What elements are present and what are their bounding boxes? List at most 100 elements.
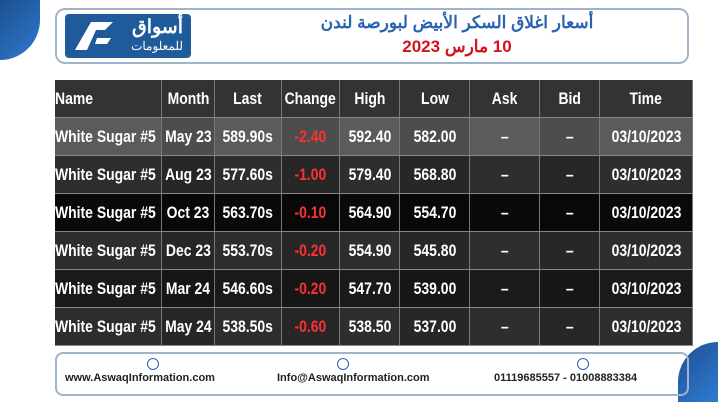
cell: 546.60s — [215, 270, 282, 307]
cell: 553.70s — [215, 232, 282, 269]
cell: -0.60 — [281, 308, 340, 345]
cell-text: 538.50s — [222, 316, 273, 336]
cell: – — [470, 270, 541, 307]
cell: 03/10/2023 — [600, 270, 694, 307]
cell-text: White Sugar #5 — [55, 316, 156, 336]
cell: 03/10/2023 — [600, 308, 694, 345]
cell: Last — [215, 80, 282, 117]
cell-text: May 23 — [164, 126, 212, 146]
web-icon — [147, 358, 159, 370]
logo-bottom: للمعلومات — [131, 39, 183, 53]
cell: -0.20 — [281, 232, 340, 269]
cell: 03/10/2023 — [600, 118, 694, 155]
cell-text: 538.50 — [348, 316, 391, 336]
cell: Ask — [470, 80, 541, 117]
cell: White Sugar #5 — [55, 194, 163, 231]
cell-text: 579.40 — [348, 164, 391, 184]
decor — [0, 0, 40, 60]
cell: – — [470, 308, 541, 345]
cell: – — [540, 308, 601, 345]
phone-icon — [577, 358, 589, 370]
cell-text: – — [500, 202, 509, 222]
table-row: White Sugar #5 Aug 23 577.60s -1.00 579.40 56… — [55, 156, 694, 194]
cell-text: 03/10/2023 — [611, 240, 682, 260]
mail-icon — [337, 358, 349, 370]
cell: -0.10 — [281, 194, 340, 231]
cell-text: 554.70 — [413, 202, 456, 222]
cell-text: Bid — [558, 88, 581, 108]
cell-text: – — [565, 126, 574, 146]
email: Info@AswaqInformation.com — [277, 372, 430, 384]
logo-top: أسواق — [131, 17, 183, 38]
phone: 01119685557 - 01008883384 — [494, 372, 638, 384]
cell-text: Low — [420, 88, 449, 108]
cell-text: 546.60s — [222, 278, 273, 298]
cell-text: May 24 — [164, 316, 212, 336]
cell-text: – — [565, 316, 574, 336]
cell: White Sugar #5 — [55, 308, 163, 345]
table-row: White Sugar #5 Mar 24 546.60s -0.20 547.70 53… — [55, 270, 694, 308]
date: 10 مارس 2023 — [402, 37, 512, 56]
cell: White Sugar #5 — [55, 232, 163, 269]
cell-text: 539.00 — [413, 278, 456, 298]
cell-text: 582.00 — [413, 126, 456, 146]
cell: – — [470, 194, 541, 231]
cell: Low — [400, 80, 471, 117]
cell: 03/10/2023 — [600, 194, 694, 231]
cell: 568.80 — [400, 156, 471, 193]
cell-text: Oct 23 — [166, 202, 210, 222]
cell: 545.80 — [400, 232, 471, 269]
cell: 537.00 — [400, 308, 471, 345]
footer: www.AswaqInformation.com Info@AswaqInfor… — [55, 352, 689, 396]
cell-text: Month — [167, 88, 210, 108]
cell-text: 577.60s — [222, 164, 273, 184]
cell-text: -0.20 — [294, 240, 327, 260]
cell-text: 03/10/2023 — [611, 126, 682, 146]
table-row: White Sugar #5 Oct 23 563.70s -0.10 564.90 55… — [55, 194, 694, 232]
cell-text: White Sugar #5 — [55, 202, 156, 222]
cell-text: – — [500, 316, 509, 336]
cell: Month — [162, 80, 215, 117]
cell-text: 547.70 — [348, 278, 391, 298]
cell-text: White Sugar #5 — [55, 164, 156, 184]
cell: Dec 23 — [162, 232, 215, 269]
cell-text: -0.10 — [294, 202, 327, 222]
cell-text: 589.90s — [222, 126, 273, 146]
cell: 547.70 — [340, 270, 401, 307]
cell: -2.40 — [281, 118, 340, 155]
cell: White Sugar #5 — [55, 156, 163, 193]
cell-text: White Sugar #5 — [55, 240, 156, 260]
cell-text: 03/10/2023 — [611, 316, 682, 336]
cell: – — [470, 232, 541, 269]
cell-text: -0.20 — [294, 278, 327, 298]
cell-text: – — [500, 164, 509, 184]
cell: White Sugar #5 — [55, 118, 163, 155]
cell: 592.40 — [340, 118, 401, 155]
cell-text: Change — [284, 88, 336, 108]
cell-text: – — [500, 278, 509, 298]
cell: 538.50s — [215, 308, 282, 345]
cell: 03/10/2023 — [600, 232, 694, 269]
cell-text: Aug 23 — [164, 164, 212, 184]
cell: – — [470, 118, 541, 155]
cell: May 24 — [162, 308, 215, 345]
cell: 579.40 — [340, 156, 401, 193]
cell-text: -2.40 — [294, 126, 327, 146]
cell: High — [340, 80, 401, 117]
website: www.AswaqInformation.com — [65, 372, 215, 384]
cell: 539.00 — [400, 270, 471, 307]
cell-text: – — [500, 126, 509, 146]
cell-text: -0.60 — [294, 316, 327, 336]
table-row: White Sugar #5 May 23 589.90s -2.40 592.40 58… — [55, 118, 694, 156]
cell: White Sugar #5 — [55, 270, 163, 307]
cell: 589.90s — [215, 118, 282, 155]
cell-text: Ask — [491, 88, 518, 108]
cell: 582.00 — [400, 118, 471, 155]
cell-text: 03/10/2023 — [611, 278, 682, 298]
table-row: White Sugar #5 May 24 538.50s -0.60 538.50 53… — [55, 308, 694, 346]
cell-text: – — [565, 240, 574, 260]
cell: 538.50 — [340, 308, 401, 345]
title: أسعار اغلاق السكر الأبيض لبورصة لندن — [320, 13, 594, 32]
cell: May 23 — [162, 118, 215, 155]
